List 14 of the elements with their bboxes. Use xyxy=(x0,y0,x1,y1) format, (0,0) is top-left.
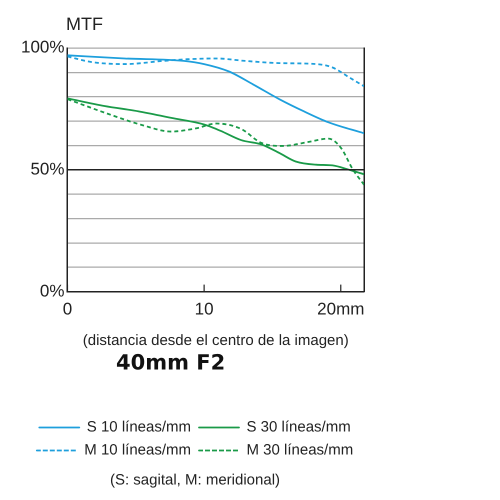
x-axis-title: (distancia desde el centro de la imagen) xyxy=(82,332,349,350)
legend-label: S 30 líneas/mm xyxy=(246,418,351,436)
text: (S: sagital, M: meridional) xyxy=(110,472,280,489)
y-tick-label: 50% xyxy=(30,159,64,178)
y-tick-label: 0% xyxy=(40,281,64,300)
y-tick-label: 100% xyxy=(20,38,64,57)
x-tick-label: 20mm xyxy=(317,299,364,318)
x-tick-label: 10 xyxy=(194,299,214,318)
x-tick-label: 0 xyxy=(62,299,72,318)
text: 40mm F2 xyxy=(116,350,226,375)
y-axis-title: MTF xyxy=(66,14,103,34)
legend-label: M 10 líneas/mm xyxy=(84,442,192,459)
legend-label: M 30 líneas/mm xyxy=(246,442,354,459)
legend-label: S 10 líneas/mm xyxy=(86,418,192,436)
